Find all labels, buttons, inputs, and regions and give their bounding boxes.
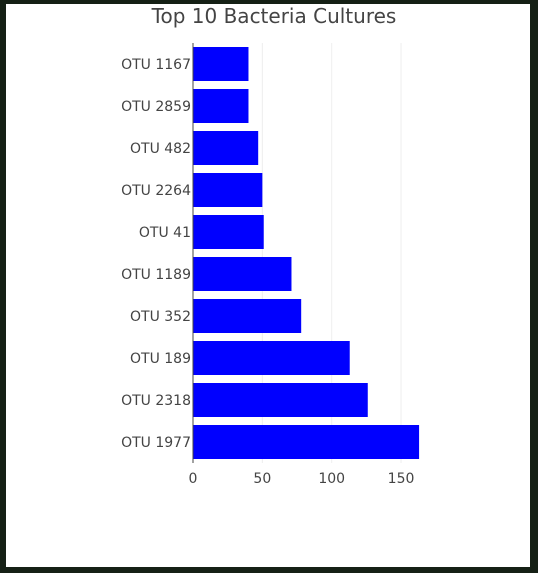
x-tick-label: 150 [388,471,415,487]
x-tick-label: 50 [253,471,271,487]
bar[interactable] [193,89,248,123]
bar[interactable] [193,299,301,333]
bar[interactable] [193,257,291,291]
bar[interactable] [193,383,368,417]
y-tick-label: OTU 2318 [121,393,191,409]
y-tick-label: OTU 1167 [121,57,191,73]
bar[interactable] [193,215,264,249]
x-tick-label: 0 [189,471,198,487]
bottom-strip [0,567,538,573]
chart-title: Top 10 Bacteria Cultures [151,4,397,28]
bar[interactable] [193,47,248,81]
bar[interactable] [193,131,258,165]
y-tick-label: OTU 482 [130,141,191,157]
y-tick-label: OTU 189 [130,351,191,367]
y-tick-label: OTU 2859 [121,99,191,115]
y-tick-label: OTU 41 [139,225,191,241]
bar-chart: Top 10 Bacteria Cultures OTU 1167 OTU 285… [6,4,530,567]
y-tick-label: OTU 1189 [121,267,191,283]
y-tick-label: OTU 1977 [121,435,191,451]
x-tick-labels: 0 50 100 150 [189,471,415,487]
x-tick-label: 100 [318,471,345,487]
y-tick-label: OTU 352 [130,309,191,325]
chart-panel: Top 10 Bacteria Cultures OTU 1167 OTU 285… [6,4,530,567]
bar[interactable] [193,173,262,207]
y-tick-label: OTU 2264 [121,183,191,199]
bars [193,43,419,463]
bar[interactable] [193,425,419,459]
bar[interactable] [193,341,350,375]
y-tick-labels: OTU 1167 OTU 2859 OTU 482 OTU 2264 OTU 41 OTU… [121,57,191,451]
